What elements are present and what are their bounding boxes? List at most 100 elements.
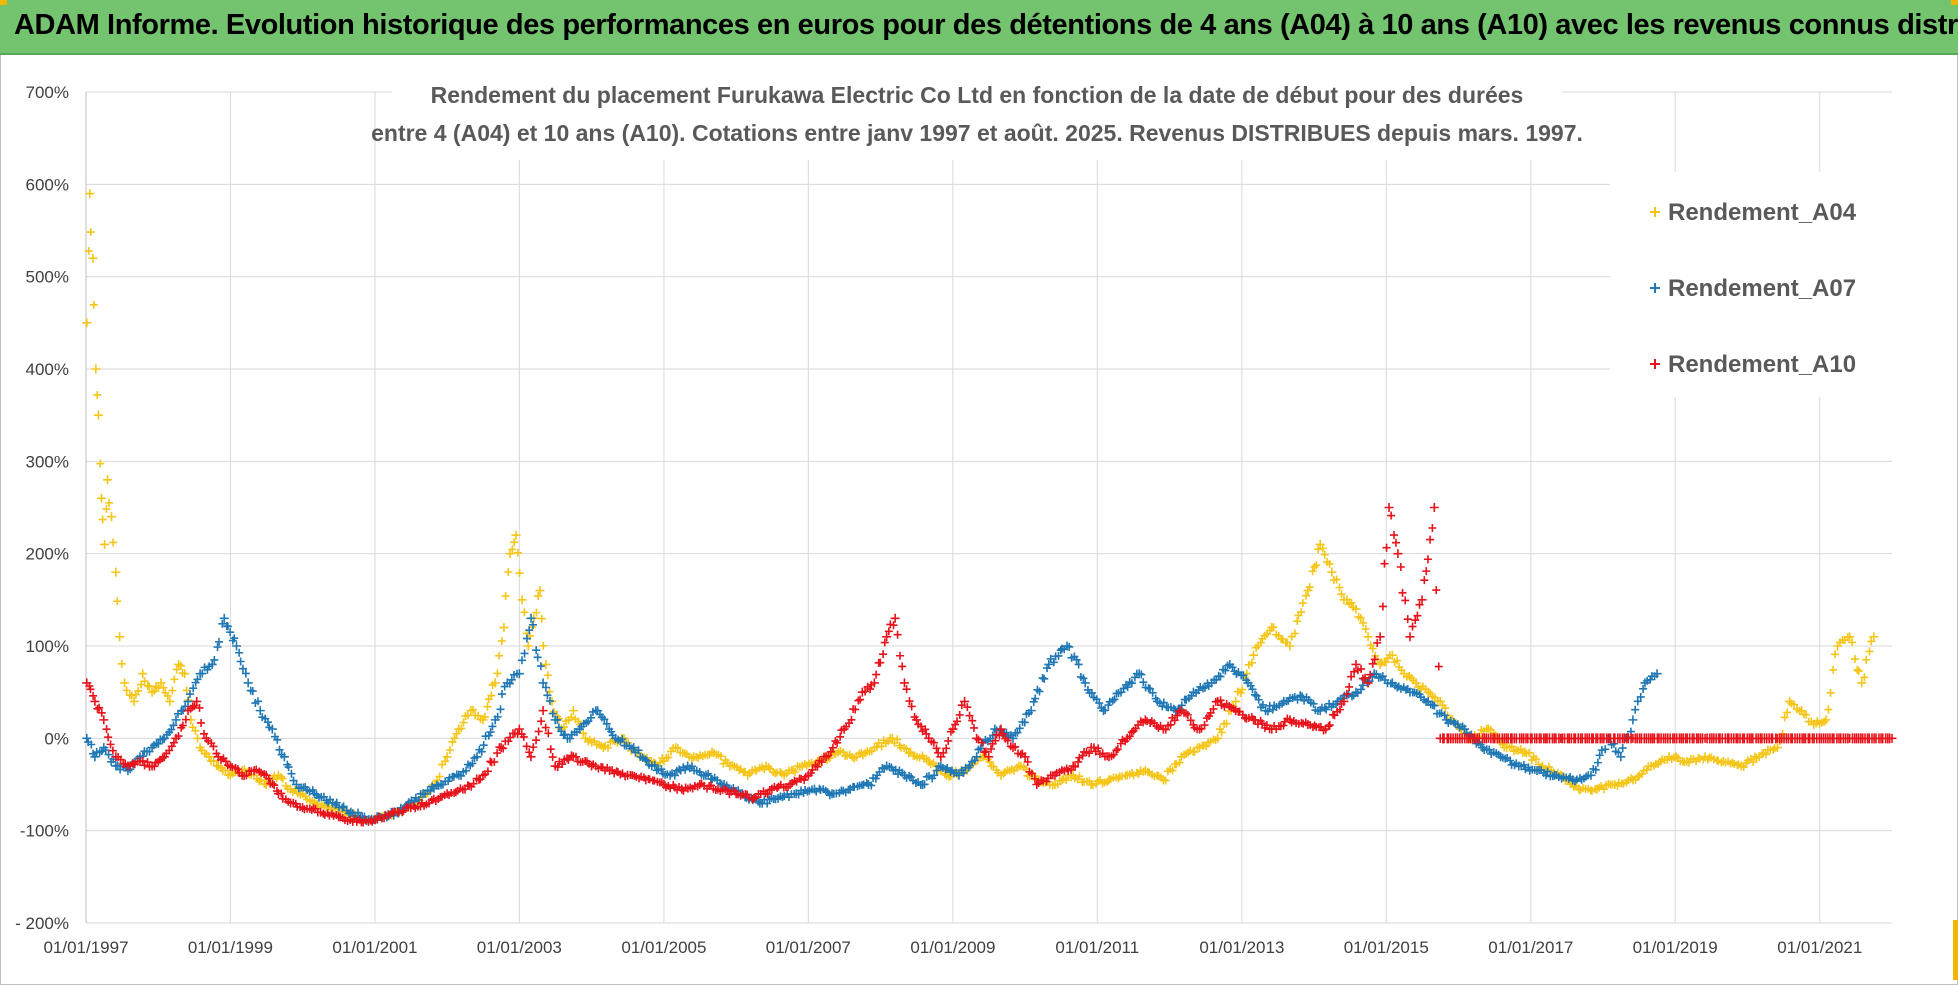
data-point xyxy=(221,766,230,775)
data-point xyxy=(113,597,122,606)
y-tick-label: 0% xyxy=(44,729,69,748)
x-tick-label: 01/01/2005 xyxy=(621,938,706,957)
data-point xyxy=(872,670,881,679)
data-point xyxy=(1297,608,1306,617)
data-point xyxy=(1375,632,1385,642)
data-point xyxy=(572,728,581,737)
data-point xyxy=(1356,614,1365,623)
data-point xyxy=(1566,772,1575,781)
data-point xyxy=(1087,688,1096,697)
data-point xyxy=(243,678,253,688)
data-point xyxy=(451,788,460,797)
data-point xyxy=(825,791,834,800)
data-point xyxy=(699,771,708,780)
data-point xyxy=(1175,758,1184,767)
data-point xyxy=(189,684,198,693)
data-point xyxy=(1409,676,1418,685)
data-point xyxy=(1278,699,1287,708)
data-point xyxy=(265,723,274,732)
data-point xyxy=(235,648,244,657)
data-point xyxy=(1363,632,1373,642)
data-point xyxy=(169,721,178,730)
data-point xyxy=(1209,704,1218,713)
data-point xyxy=(847,715,856,724)
data-point xyxy=(1159,698,1168,707)
data-point xyxy=(1345,682,1354,691)
data-point xyxy=(1512,759,1521,768)
data-point xyxy=(1079,674,1088,683)
data-point xyxy=(134,686,143,695)
data-point xyxy=(1432,586,1441,595)
data-point xyxy=(898,768,907,777)
x-tick-label: 01/01/2013 xyxy=(1199,938,1284,957)
data-point xyxy=(1542,771,1551,780)
data-point xyxy=(831,750,840,759)
data-point xyxy=(1308,567,1317,576)
data-point xyxy=(1123,683,1132,692)
data-point xyxy=(875,767,884,776)
data-point xyxy=(763,790,772,799)
data-point xyxy=(278,774,287,783)
data-point xyxy=(186,690,195,699)
data-point xyxy=(493,712,502,721)
data-point xyxy=(813,762,822,771)
data-point xyxy=(999,729,1008,738)
data-point xyxy=(1003,736,1012,745)
data-point xyxy=(984,752,994,762)
data-point xyxy=(1080,678,1090,688)
data-point xyxy=(476,775,485,784)
data-point xyxy=(1206,708,1215,717)
data-point xyxy=(233,765,242,774)
data-point xyxy=(932,744,941,753)
data-point xyxy=(1397,666,1406,675)
data-point xyxy=(1173,711,1182,720)
data-point xyxy=(346,807,356,817)
data-point xyxy=(253,697,262,706)
data-point xyxy=(963,703,972,712)
data-point xyxy=(1183,710,1192,719)
data-point xyxy=(553,715,562,724)
data-point xyxy=(450,734,459,743)
data-point xyxy=(1821,715,1831,725)
data-point xyxy=(1320,550,1329,559)
data-point xyxy=(627,744,636,753)
data-point xyxy=(1023,757,1032,766)
data-point xyxy=(1030,774,1039,783)
data-point xyxy=(1283,714,1292,723)
x-tick-label: 01/01/2003 xyxy=(477,938,562,957)
data-point xyxy=(920,780,929,789)
data-point xyxy=(210,655,219,664)
data-point xyxy=(546,745,555,754)
data-point xyxy=(242,771,251,780)
data-point xyxy=(247,767,256,776)
banner-title: ADAM Informe. Evolution historique des p… xyxy=(14,9,1958,41)
data-point xyxy=(687,762,696,771)
data-point xyxy=(850,754,859,763)
data-point xyxy=(260,770,269,779)
data-point xyxy=(255,706,265,716)
data-point xyxy=(603,763,612,772)
data-point xyxy=(1320,703,1329,712)
data-point xyxy=(525,748,534,757)
data-point xyxy=(193,734,202,743)
data-point xyxy=(422,800,431,809)
data-point xyxy=(968,716,977,725)
data-point xyxy=(138,756,147,765)
data-point xyxy=(1262,721,1271,730)
data-point xyxy=(495,743,504,752)
data-point xyxy=(1608,780,1617,789)
data-point xyxy=(1283,638,1292,647)
data-point xyxy=(517,656,526,665)
data-point xyxy=(791,768,800,777)
data-point xyxy=(1222,719,1231,728)
data-point xyxy=(188,702,197,711)
data-point xyxy=(1384,503,1394,512)
data-point xyxy=(1263,707,1272,716)
data-point xyxy=(1403,684,1412,693)
data-point xyxy=(884,627,893,636)
data-point xyxy=(1211,697,1220,706)
y-tick-label: 200% xyxy=(26,545,69,564)
data-point xyxy=(1110,695,1119,704)
data-point xyxy=(1734,760,1743,769)
data-point xyxy=(1616,752,1626,762)
